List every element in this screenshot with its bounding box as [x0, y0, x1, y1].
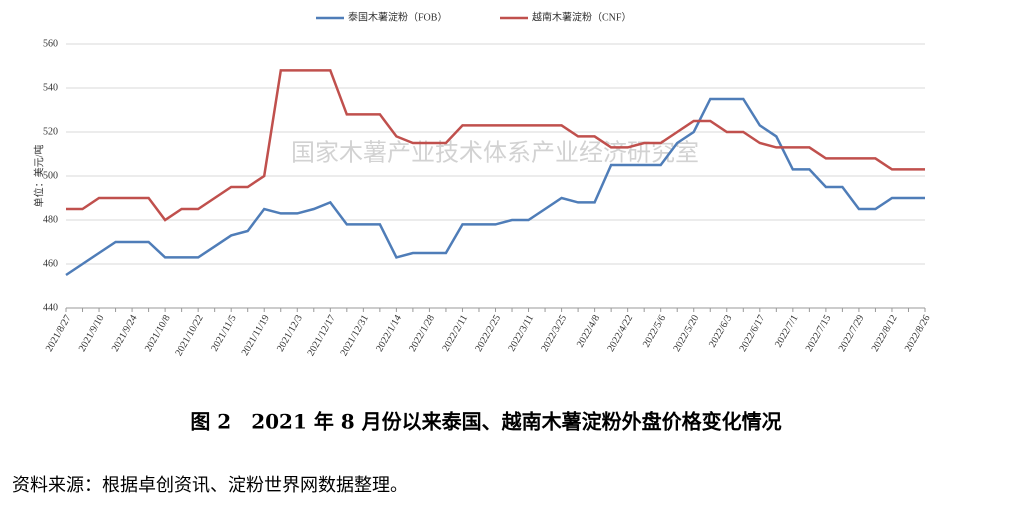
y-tick-label: 560 [43, 38, 58, 49]
x-tick-label: 2022/1/28 [407, 313, 437, 354]
x-tick-label: 2021/12/17 [306, 313, 338, 358]
x-tick-label: 2022/2/11 [440, 313, 470, 353]
legend-label: 泰国木薯淀粉（FOB） [348, 10, 447, 23]
x-tick-label: 2022/7/29 [837, 313, 867, 354]
x-tick-label: 2022/8/12 [870, 313, 900, 354]
x-tick-label: 2022/7/15 [804, 313, 834, 354]
legend-label: 越南木薯淀粉（CNF） [532, 10, 631, 23]
y-tick-label: 480 [43, 214, 58, 225]
y-tick-label: 460 [43, 258, 58, 269]
x-tick-label: 2021/12/3 [275, 313, 305, 354]
x-tick-label: 2021/10/8 [143, 313, 173, 354]
x-tick-label: 2022/3/25 [539, 313, 569, 354]
x-tick-label: 2022/1/14 [374, 313, 404, 354]
x-tick-label: 2022/7/1 [773, 313, 800, 349]
watermark: 国家木薯产业技术体系产业经济研究室 [291, 139, 699, 167]
x-tick-label: 2021/10/22 [173, 313, 205, 358]
x-tick-label: 2021/9/24 [110, 313, 140, 354]
y-tick-label: 540 [43, 82, 58, 93]
x-tick-label: 2022/5/20 [672, 313, 702, 354]
x-tick-label: 2022/4/22 [605, 313, 635, 354]
y-axis-label: 单位：美元/吨 [32, 145, 45, 208]
x-tick-label: 2022/8/26 [903, 313, 933, 354]
x-tick-label: 2021/8/27 [44, 313, 74, 354]
x-tick-label: 2022/6/17 [738, 313, 768, 354]
x-tick-label: 2021/11/5 [209, 313, 239, 353]
x-tick-label: 2022/6/3 [707, 313, 734, 349]
y-tick-label: 440 [43, 302, 58, 313]
caption: 图 2 2021 年 8 月份以来泰国、越南木薯淀粉外盘价格变化情况 [190, 410, 781, 434]
x-tick-label: 2022/4/8 [575, 313, 602, 349]
x-tick-label: 2021/9/10 [77, 313, 107, 354]
x-tick-label: 2021/12/31 [339, 313, 371, 358]
source-note: 资料来源：根据卓创资讯、淀粉世界网数据整理。 [12, 475, 408, 496]
y-tick-label: 500 [43, 170, 58, 181]
x-tick-label: 2022/5/6 [641, 313, 668, 349]
y-tick-label: 520 [43, 126, 58, 137]
x-tick-label: 2022/2/25 [473, 313, 503, 354]
x-tick-label: 2021/11/19 [240, 313, 272, 358]
x-tick-label: 2022/3/11 [507, 313, 537, 353]
series-line [66, 69, 925, 222]
